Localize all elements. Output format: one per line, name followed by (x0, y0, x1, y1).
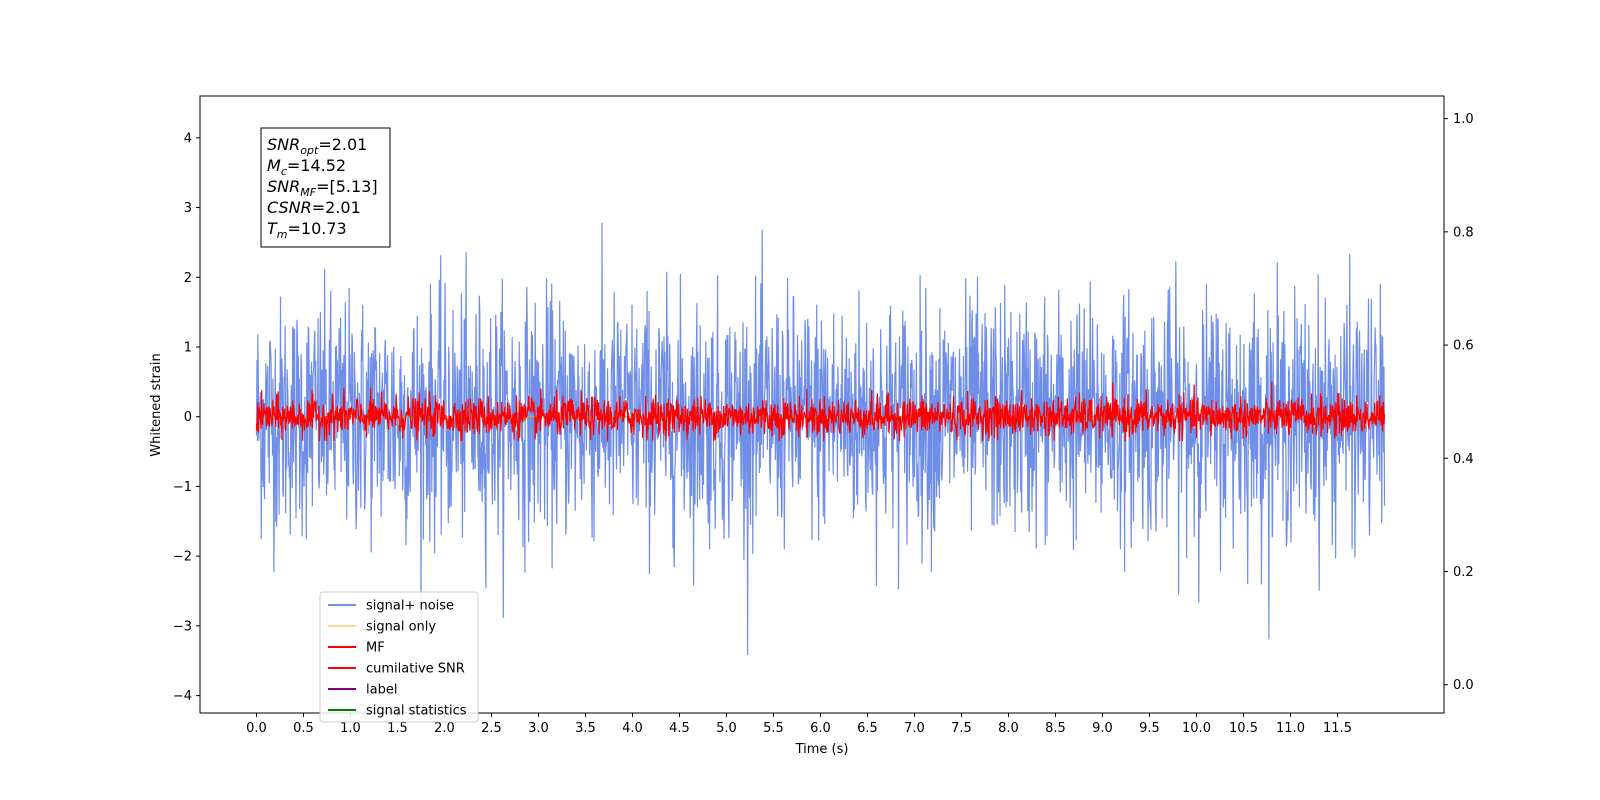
left-tick-label: 2 (184, 271, 192, 286)
x-tick-label: 1.5 (387, 721, 408, 736)
x-tick-label: 0.0 (246, 721, 267, 736)
x-tick-label: 11.5 (1323, 721, 1352, 736)
x-tick-label: 7.5 (951, 721, 972, 736)
right-axis: 1.0 0.8 0.6 0.4 0.2 0.0 (1444, 112, 1474, 693)
legend-entry-label: signal statistics (366, 704, 467, 719)
right-tick-label: 0.6 (1453, 339, 1474, 354)
x-tick-label: 6.0 (810, 721, 831, 736)
x-tick-label: 7.0 (904, 721, 925, 736)
x-tick-label: 1.0 (340, 721, 361, 736)
right-tick-label: 0.0 (1453, 678, 1474, 693)
left-tick-label: −1 (173, 480, 192, 495)
x-tick-label: 6.5 (857, 721, 878, 736)
x-tick-label: 9.5 (1139, 721, 1160, 736)
x-tick-label: 0.5 (293, 721, 314, 736)
x-tick-label: 4.0 (622, 721, 643, 736)
info-box-line: Mc=14.52 (267, 156, 346, 178)
legend-entry-label: signal only (366, 620, 436, 635)
x-tick-label: 8.5 (1045, 721, 1066, 736)
x-tick-label: 9.0 (1092, 721, 1113, 736)
x-axis-label: Time (s) (795, 742, 849, 757)
left-tick-label: 0 (184, 410, 192, 425)
plot-frame (199, 95, 1445, 714)
x-tick-label: 5.0 (716, 721, 737, 736)
info-box-line: Tm=10.73 (267, 219, 347, 241)
left-tick-label: −3 (173, 619, 192, 634)
x-tick-label: 10.0 (1182, 721, 1211, 736)
info-box-frame (260, 127, 391, 248)
left-tick-label: 4 (184, 131, 192, 146)
signal-noise-line (255, 222, 1386, 656)
left-axis: 4 3 2 1 0 −1 −2 −3 −4 (173, 131, 200, 704)
x-tick-label: 5.5 (763, 721, 784, 736)
legend-entry-label: label (366, 683, 397, 698)
x-tick-label: 2.0 (434, 721, 455, 736)
right-tick-label: 0.8 (1453, 225, 1474, 240)
left-tick-label: −2 (173, 550, 192, 565)
legend: signal+ noise signal only MF cumilative SNR… (319, 591, 479, 723)
x-tick-label: 2.5 (481, 721, 502, 736)
x-tick-label: 3.0 (528, 721, 549, 736)
left-tick-label: 3 (184, 201, 192, 216)
legend-entry-label: cumilative SNR (366, 662, 465, 677)
x-tick-label: 11.0 (1276, 721, 1305, 736)
x-axis: 0.0 0.5 1.0 1.5 2.0 2.5 3.0 3.5 4.0 4.5 5.0 5.5 6.0 6… (246, 713, 1352, 736)
x-tick-label: 10.5 (1229, 721, 1258, 736)
info-box-line: SNRopt=2.01 (267, 135, 367, 157)
right-tick-label: 0.2 (1453, 565, 1474, 580)
info-box-line: CSNR=2.01 (267, 198, 361, 217)
left-tick-label: 1 (184, 340, 192, 355)
info-box: SNRopt=2.01Mc=14.52SNRMF=[5.13]CSNR=2.01… (260, 127, 391, 248)
left-tick-label: −4 (173, 689, 192, 704)
right-tick-label: 0.4 (1453, 452, 1474, 467)
legend-frame (319, 591, 479, 723)
series-layer (255, 222, 1386, 656)
legend-entry-label: signal+ noise (366, 599, 454, 614)
mf-line (255, 381, 1386, 442)
y-axis-label: Whitened strain (149, 353, 164, 456)
x-tick-label: 8.0 (998, 721, 1019, 736)
right-tick-label: 1.0 (1453, 112, 1474, 127)
x-tick-label: 4.5 (669, 721, 690, 736)
x-tick-label: 3.5 (575, 721, 596, 736)
legend-entry-label: MF (366, 641, 385, 656)
info-box-line: SNRMF=[5.13] (267, 177, 378, 199)
